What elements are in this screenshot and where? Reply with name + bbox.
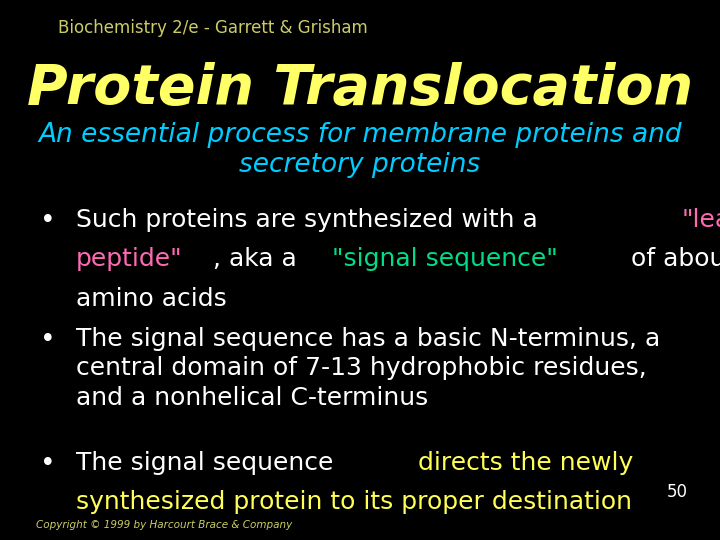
Text: The signal sequence: The signal sequence — [76, 451, 341, 475]
Text: "leader: "leader — [682, 208, 720, 232]
Text: synthesized protein to its proper destination: synthesized protein to its proper destin… — [76, 490, 631, 514]
Text: •: • — [40, 208, 55, 234]
Text: 50: 50 — [667, 483, 688, 501]
Text: Biochemistry 2/e - Garrett & Grisham: Biochemistry 2/e - Garrett & Grisham — [58, 19, 367, 37]
Text: Such proteins are synthesized with a: Such proteins are synthesized with a — [76, 208, 545, 232]
Text: peptide": peptide" — [76, 247, 182, 271]
Text: An essential process for membrane proteins and
secretory proteins: An essential process for membrane protei… — [38, 122, 682, 179]
Text: directs the newly: directs the newly — [418, 451, 634, 475]
Text: amino acids: amino acids — [76, 287, 226, 310]
Text: •: • — [40, 451, 55, 477]
Text: , aka a: , aka a — [213, 247, 305, 271]
Text: "signal sequence": "signal sequence" — [332, 247, 557, 271]
Text: Copyright © 1999 by Harcourt Brace & Company: Copyright © 1999 by Harcourt Brace & Com… — [36, 520, 292, 530]
Text: Protein Translocation: Protein Translocation — [27, 62, 693, 116]
Text: The signal sequence has a basic N-terminus, a
central domain of 7-13 hydrophobic: The signal sequence has a basic N-termin… — [76, 327, 660, 410]
Text: •: • — [40, 327, 55, 353]
Text: of about 16-26: of about 16-26 — [623, 247, 720, 271]
